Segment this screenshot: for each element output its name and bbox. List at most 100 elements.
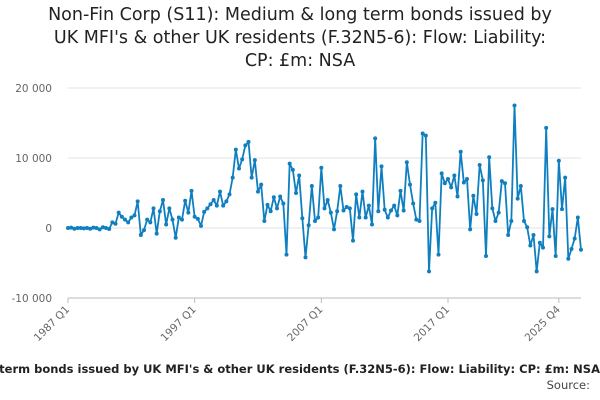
data-point[interactable] [195, 216, 200, 221]
data-point[interactable] [192, 214, 197, 219]
data-point[interactable] [458, 149, 463, 154]
data-point[interactable] [496, 210, 501, 215]
data-point[interactable] [499, 179, 504, 184]
data-point[interactable] [566, 256, 571, 261]
data-point[interactable] [541, 245, 545, 250]
data-point[interactable] [420, 131, 425, 136]
data-point[interactable] [433, 200, 438, 205]
data-point[interactable] [550, 207, 555, 212]
data-point[interactable] [126, 220, 131, 225]
data-point[interactable] [145, 217, 150, 222]
data-point[interactable] [344, 205, 349, 209]
data-point[interactable] [300, 216, 305, 221]
data-point[interactable] [360, 189, 365, 194]
data-point[interactable] [154, 231, 159, 236]
data-point[interactable] [439, 171, 444, 176]
data-point[interactable] [278, 194, 283, 199]
data-point[interactable] [487, 155, 492, 160]
data-point[interactable] [401, 208, 406, 213]
data-point[interactable] [395, 213, 400, 218]
data-point[interactable] [284, 252, 289, 257]
data-point[interactable] [256, 189, 260, 194]
data-point[interactable] [560, 207, 564, 212]
data-point[interactable] [446, 177, 450, 181]
data-point[interactable] [376, 209, 381, 214]
data-point[interactable] [471, 193, 476, 198]
data-point[interactable] [379, 164, 384, 169]
data-point[interactable] [123, 217, 127, 222]
data-point[interactable] [579, 247, 583, 252]
data-point[interactable] [85, 226, 89, 230]
data-point[interactable] [180, 217, 184, 222]
data-point[interactable] [246, 139, 251, 144]
data-point[interactable] [240, 157, 245, 162]
data-point[interactable] [75, 226, 80, 230]
data-point[interactable] [157, 209, 162, 214]
data-point[interactable] [417, 219, 422, 223]
data-point[interactable] [515, 196, 520, 201]
data-point[interactable] [164, 222, 169, 227]
data-point[interactable] [556, 158, 561, 163]
data-point[interactable] [94, 226, 99, 230]
data-point[interactable] [176, 215, 181, 220]
data-point[interactable] [575, 215, 580, 220]
data-point[interactable] [78, 226, 83, 230]
data-point[interactable] [294, 191, 298, 195]
data-point[interactable] [161, 198, 165, 202]
data-point[interactable] [104, 226, 108, 230]
data-point[interactable] [119, 214, 124, 219]
data-point[interactable] [537, 240, 542, 245]
data-point[interactable] [325, 198, 330, 202]
data-point[interactable] [534, 269, 539, 274]
data-point[interactable] [392, 203, 397, 208]
data-point[interactable] [91, 225, 96, 230]
data-point[interactable] [189, 188, 194, 193]
data-point[interactable] [262, 219, 267, 223]
data-point[interactable] [303, 255, 308, 260]
data-point[interactable] [170, 217, 175, 222]
data-point[interactable] [249, 175, 254, 180]
data-point[interactable] [252, 158, 257, 163]
data-point[interactable] [408, 182, 412, 187]
data-point[interactable] [423, 133, 428, 138]
data-point[interactable] [335, 209, 340, 214]
data-point[interactable] [208, 202, 213, 207]
data-point[interactable] [151, 206, 156, 211]
data-point[interactable] [411, 201, 416, 206]
data-point[interactable] [544, 125, 549, 130]
data-point[interactable] [268, 209, 273, 214]
data-point[interactable] [468, 227, 473, 232]
data-point[interactable] [72, 226, 77, 231]
data-point[interactable] [233, 147, 238, 152]
data-point[interactable] [518, 184, 523, 188]
data-point[interactable] [490, 206, 495, 211]
data-point[interactable] [230, 175, 235, 180]
data-point[interactable] [167, 206, 172, 211]
data-point[interactable] [265, 202, 270, 207]
data-point[interactable] [88, 226, 93, 231]
data-point[interactable] [522, 219, 526, 223]
data-point[interactable] [382, 207, 387, 212]
data-point[interactable] [436, 252, 441, 257]
data-point[interactable] [351, 238, 355, 243]
data-point[interactable] [449, 185, 454, 190]
data-point[interactable] [186, 210, 191, 215]
data-point[interactable] [214, 203, 219, 208]
data-point[interactable] [370, 222, 374, 227]
data-point[interactable] [461, 180, 466, 185]
data-point[interactable] [271, 195, 276, 200]
data-point[interactable] [363, 215, 368, 220]
data-point[interactable] [275, 206, 279, 211]
data-point[interactable] [503, 181, 507, 186]
data-point[interactable] [309, 184, 314, 188]
data-point[interactable] [313, 219, 317, 223]
data-point[interactable] [183, 198, 188, 203]
data-point[interactable] [332, 227, 336, 232]
data-point[interactable] [347, 206, 352, 211]
data-point[interactable] [553, 254, 558, 258]
data-point[interactable] [569, 247, 574, 251]
data-point[interactable] [316, 215, 321, 220]
data-point[interactable] [430, 206, 435, 211]
data-point[interactable] [455, 194, 460, 199]
data-point[interactable] [218, 189, 222, 194]
